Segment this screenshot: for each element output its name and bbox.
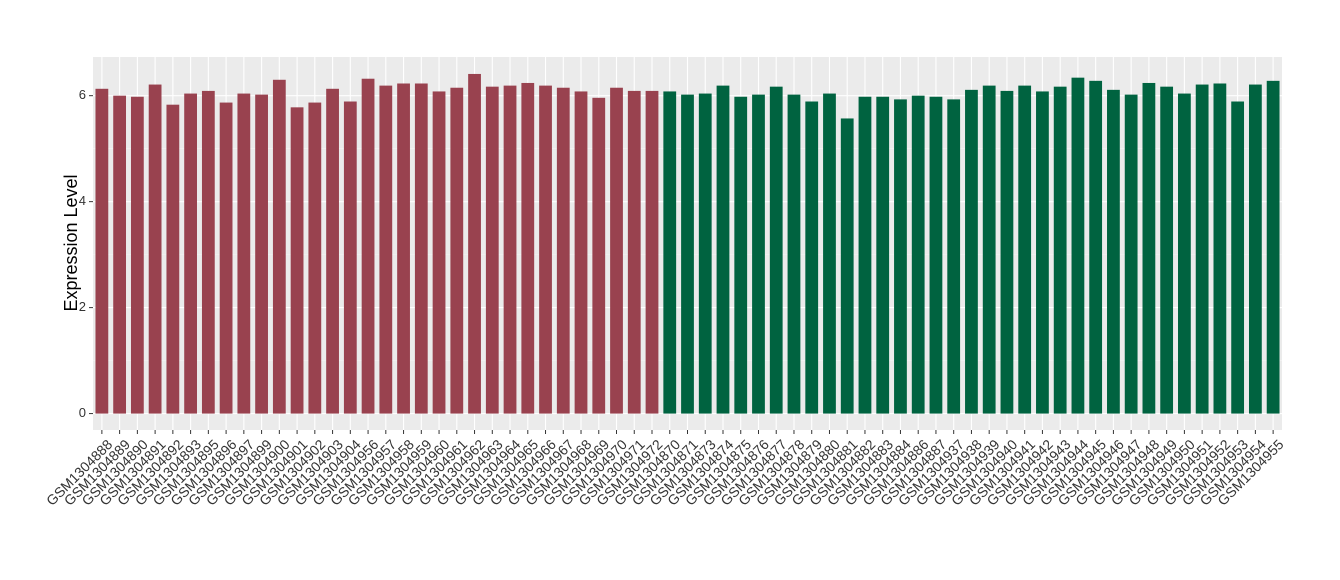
bar [1018,85,1032,414]
bar [166,104,180,414]
bar [361,78,375,414]
bar [503,85,517,414]
bar [1231,101,1245,414]
bar [840,118,854,414]
bar [184,93,197,414]
bar [1036,91,1049,414]
y-tick-label: 0 [79,405,86,420]
bar [1000,90,1014,414]
bar [681,94,694,414]
bar [1089,80,1103,414]
bar [947,99,961,414]
y-tick-label: 4 [79,193,86,208]
bar [1213,83,1227,414]
bar [113,95,127,414]
bar [592,97,606,414]
bar [397,83,410,414]
bar [752,94,765,414]
bar [326,88,339,414]
bar [805,101,819,414]
bar [574,91,588,414]
bar [219,102,233,414]
bar [432,91,446,414]
bar [1248,84,1262,414]
bar [450,87,464,414]
bar [201,90,215,414]
bar [1071,77,1085,414]
bar [130,96,144,414]
bar [769,86,783,414]
bar [858,96,872,414]
bar [1160,86,1174,414]
bar [734,96,748,414]
y-axis-label: Expression Level [61,174,81,311]
bar [485,86,499,414]
bar [610,87,623,414]
bar [876,96,890,414]
bar [1178,93,1191,414]
bar [237,93,251,414]
bar [663,91,677,414]
y-tick-label: 6 [79,87,86,102]
bar [414,83,428,414]
bar [911,95,925,414]
bar [929,96,943,414]
bar [290,107,304,414]
bar [379,85,393,414]
bar [521,82,535,414]
bar [1266,80,1280,414]
bar [556,87,570,414]
bar [645,90,659,414]
bar [1195,84,1209,414]
y-tick-label: 2 [79,299,86,314]
bar [95,88,109,414]
bar [539,85,552,414]
bar [982,85,996,414]
bar [1142,82,1156,414]
bar [894,99,907,414]
bar [787,94,801,414]
bar [1124,94,1138,414]
bar [272,79,286,414]
bar [698,93,712,414]
bar [1053,86,1067,414]
bar [716,85,730,414]
bar [627,90,641,414]
bar [823,93,836,414]
bar [343,101,357,414]
bar [1107,89,1120,414]
bar [965,89,978,414]
bar [148,84,162,414]
bar [308,102,322,414]
bar [255,94,268,414]
bar [468,73,481,414]
